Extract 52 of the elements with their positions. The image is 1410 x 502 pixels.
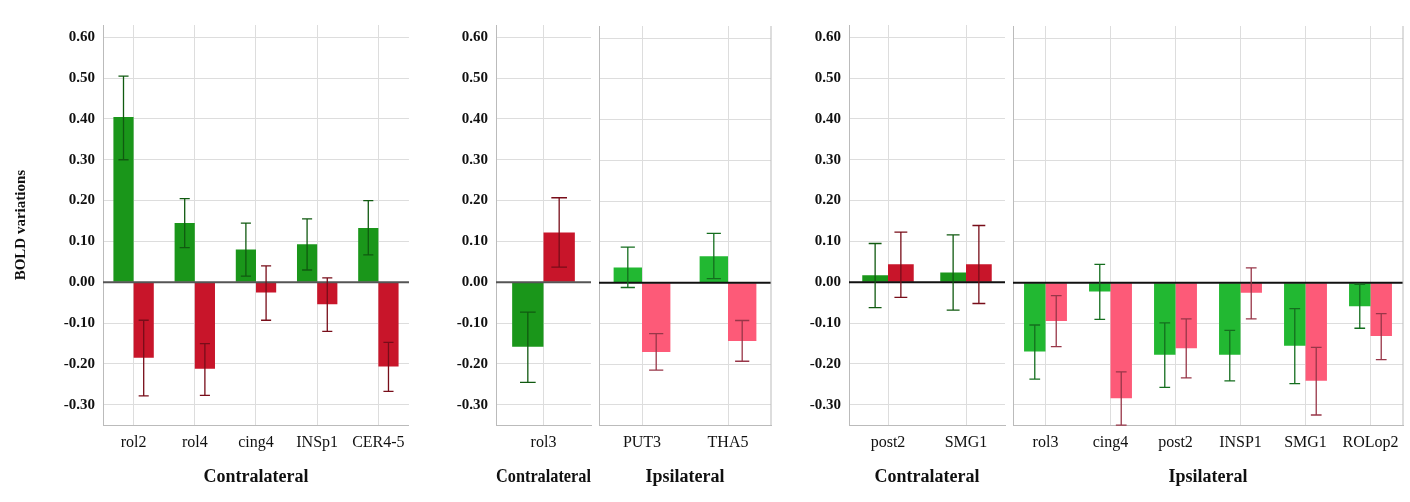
y-tick-label: 0.00 [814, 273, 841, 290]
y-tick-label: -0.30 [63, 395, 95, 412]
y-tick-label: -0.30 [809, 395, 841, 412]
y-tick-label: 0.10 [814, 232, 841, 249]
x-tick-label: ROLop2 [1342, 433, 1399, 451]
y-tick-label: 0.30 [68, 150, 95, 167]
x-tick-label: rol3 [1032, 433, 1059, 450]
y-tick-label: 0.50 [461, 68, 488, 85]
y-tick-label: -0.20 [456, 354, 488, 371]
y-tick-label: -0.20 [809, 354, 841, 371]
x-tick-label: INSp1 [296, 433, 339, 451]
y-tick-label: -0.20 [63, 354, 95, 371]
y-tick-label: 0.20 [68, 191, 95, 208]
x-tick-label: cing4 [238, 433, 274, 451]
x-axis-title: Ipsilateral [1168, 465, 1248, 486]
x-axis-title: Contralateral [496, 466, 592, 487]
y-tick-label: -0.10 [809, 313, 841, 330]
y-tick-label: 0.10 [461, 232, 488, 249]
y-tick-label: 0.40 [461, 109, 488, 126]
y-tick-label: -0.10 [456, 313, 488, 330]
y-tick-label: -0.30 [456, 395, 488, 412]
y-tick-label: 0.40 [68, 109, 95, 126]
x-tick-label: THA5 [707, 433, 749, 450]
y-tick-label: 0.20 [461, 191, 488, 208]
x-tick-label: rol4 [181, 433, 208, 450]
x-tick-label: CER4-5 [352, 433, 405, 450]
y-tick-label: 0.40 [814, 109, 841, 126]
y-tick-label: 0.30 [814, 150, 841, 167]
y-tick-label: -0.10 [63, 313, 95, 330]
y-tick-label: 0.60 [814, 28, 841, 45]
y-tick-label: 0.00 [461, 273, 488, 290]
x-tick-label: PUT3 [622, 433, 662, 450]
x-tick-label: post2 [870, 433, 906, 451]
x-tick-label: SMG1 [1284, 433, 1327, 450]
y-tick-label: 0.60 [461, 28, 488, 45]
x-tick-label: SMG1 [944, 433, 988, 450]
y-tick-label: 0.20 [814, 191, 841, 208]
y-tick-label: 0.30 [461, 150, 488, 167]
x-axis-title: Contralateral [874, 465, 980, 486]
x-tick-label: cing4 [1092, 433, 1129, 451]
y-tick-label: 0.10 [68, 232, 95, 249]
x-tick-label: rol3 [530, 433, 557, 450]
y-tick-label: 0.50 [814, 68, 841, 85]
x-tick-label: INSP1 [1219, 433, 1262, 450]
y-tick-label: 0.60 [68, 28, 95, 45]
x-axis-title: Contralateral [203, 465, 309, 486]
x-axis-title: Ipsilateral [645, 465, 725, 486]
x-tick-label: post2 [1158, 433, 1193, 451]
y-tick-label: 0.50 [68, 68, 95, 85]
y-tick-label: 0.00 [68, 273, 95, 290]
x-tick-label: rol2 [120, 433, 147, 450]
y-axis-title: BOLD variations [11, 169, 28, 281]
